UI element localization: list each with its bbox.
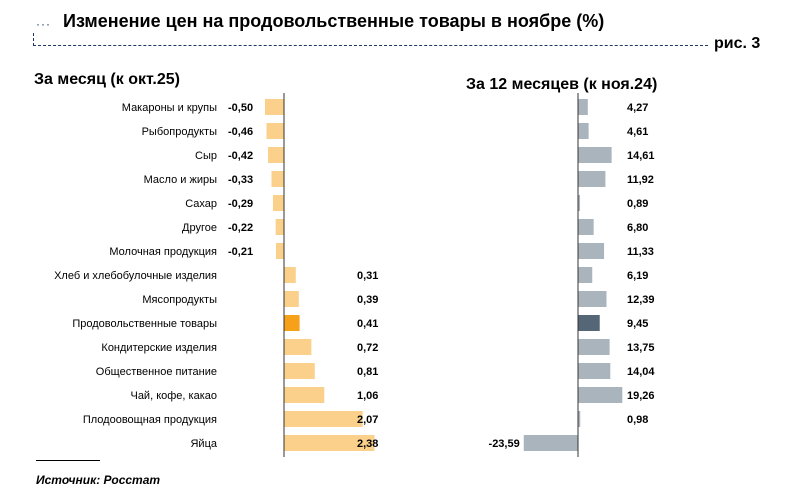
month-value-label: -0,46 [228,126,253,138]
month-value-label: -0,29 [228,198,253,210]
category-label: Продовольственные товары [72,318,217,330]
source-divider [36,460,100,461]
category-label: Молочная продукция [109,246,217,258]
month-value-label: -0,33 [228,174,253,186]
year-value-label: 19,26 [627,390,655,402]
year-bar [578,147,612,163]
category-label: Хлеб и хлебобулочные изделия [54,270,217,282]
year-value-label: 0,98 [627,414,648,426]
category-label: Яйца [190,438,217,450]
year-bar [578,387,623,403]
year-bar [578,99,588,115]
month-value-label: -0,21 [228,246,253,258]
left-panel-title: За месяц (к окт.25) [34,71,180,88]
month-value-label: 0,39 [357,294,378,306]
category-label: Другое [182,222,217,234]
category-label: Сахар [185,198,217,210]
title-decoration: ··· [36,17,51,31]
category-label: Сыр [195,150,217,162]
month-bar [284,363,315,379]
year-bar [578,195,581,211]
month-bar [265,99,284,115]
month-bar [284,291,299,307]
month-bar [284,339,312,355]
category-label: Чай, кофе, какао [130,390,217,402]
year-bar [523,435,578,451]
year-value-label: 14,61 [627,150,655,162]
year-value-label: 12,39 [627,294,655,306]
year-value-label: 13,75 [627,342,655,354]
year-value-label: -23,59 [489,438,520,450]
year-value-label: 14,04 [627,366,655,378]
month-value-label: 0,41 [357,318,378,330]
month-bar [284,435,375,451]
year-bar [578,123,589,139]
year-value-label: 11,92 [627,174,654,186]
month-value-label: -0,42 [228,150,253,162]
right-panel-title: За 12 месяцев (к ноя.24) [466,76,658,93]
month-bar [272,195,284,211]
month-bar [266,123,284,139]
month-value-label: 1,06 [357,390,378,402]
month-value-label: 2,07 [357,414,378,426]
category-label: Мясопродукты [142,294,217,306]
year-bar [578,171,606,187]
category-label: Общественное питание [96,366,217,378]
month-bar [271,171,284,187]
month-value-label: 0,81 [357,366,378,378]
category-label: Плодоовощная продукция [83,414,217,426]
category-label: Масло и жиры [144,174,217,186]
month-bar [284,315,300,331]
year-bar [578,267,593,283]
month-bar [268,147,284,163]
year-bar [578,315,600,331]
month-value-label: -0,22 [228,222,253,234]
month-bar [276,243,284,259]
month-bar [284,411,363,427]
category-label: Рыбопродукты [142,126,218,138]
month-bar [284,387,325,403]
month-bar [284,267,296,283]
year-value-label: 4,61 [627,126,648,138]
title-dashed-frame [33,33,708,46]
source-note: Источник: Росстат [36,473,161,487]
year-value-label: 6,80 [627,222,648,234]
year-bar [578,243,605,259]
year-value-label: 6,19 [627,270,648,282]
year-bar [578,339,610,355]
year-bar [578,291,607,307]
year-value-label: 0,89 [627,198,648,210]
figure-label: рис. 3 [714,35,761,52]
category-label: Макароны и крупы [122,102,217,114]
month-value-label: 0,72 [357,342,378,354]
year-bar [578,363,611,379]
month-value-label: 2,38 [357,438,378,450]
year-bar [578,219,594,235]
year-value-label: 9,45 [627,318,648,330]
year-value-label: 4,27 [627,102,648,114]
month-bar [275,219,284,235]
category-label: Кондитерские изделия [101,342,217,354]
year-bar [578,411,581,427]
month-value-label: -0,50 [228,102,253,114]
chart-title: Изменение цен на продовольственные товар… [63,11,605,31]
month-value-label: 0,31 [357,270,378,282]
year-value-label: 11,33 [627,246,654,258]
